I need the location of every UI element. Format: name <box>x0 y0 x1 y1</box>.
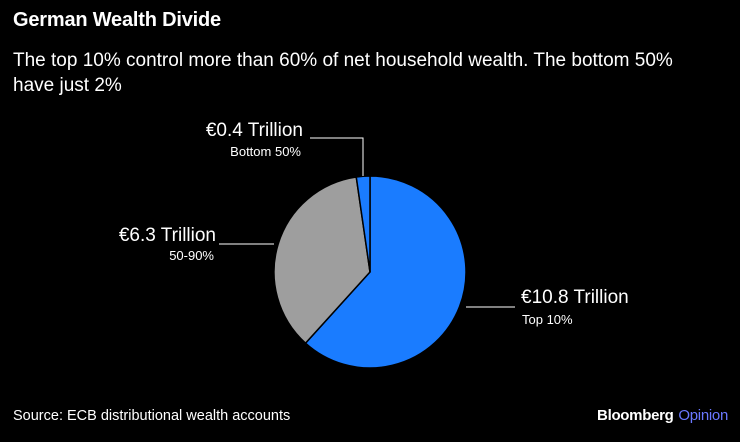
pie-slice-bottom-50- <box>355 175 371 273</box>
chart-subtitle: The top 10% control more than 60% of net… <box>13 50 673 96</box>
category-label-top-10-: Top 10% <box>522 312 573 327</box>
chart-title: German Wealth Divide <box>13 9 221 31</box>
value-label-50-90-: €6.3 Trillion <box>119 225 216 246</box>
leader-line-bottom-50- <box>310 137 364 176</box>
pie-slice-50-90- <box>273 176 371 345</box>
pie-slice-top-10- <box>304 175 467 369</box>
brand-suffix: Opinion <box>678 407 728 424</box>
value-label-top-10-: €10.8 Trillion <box>521 287 629 308</box>
value-label-bottom-50-: €0.4 Trillion <box>206 120 303 141</box>
category-label-bottom-50-: Bottom 50% <box>230 144 301 159</box>
brand-name: Bloomberg <box>597 407 674 424</box>
source-note: Source: ECB distributional wealth accoun… <box>13 408 291 424</box>
category-label-50-90-: 50-90% <box>169 248 214 263</box>
brand-logo: Bloomberg Opinion <box>597 407 728 424</box>
